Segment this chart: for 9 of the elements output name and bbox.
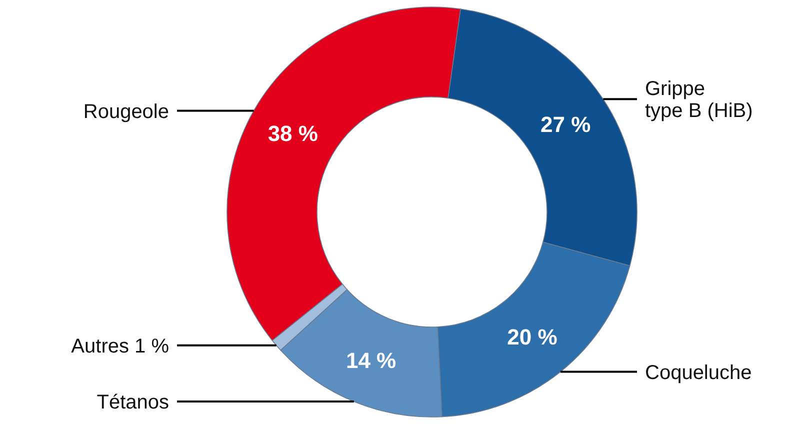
data-label: 20 % xyxy=(507,324,558,350)
slice-label: Coqueluche xyxy=(645,362,752,384)
slice-label: Rougeole xyxy=(83,100,169,123)
data-label: 38 % xyxy=(268,120,318,146)
slice-label: Tétanos xyxy=(96,392,169,414)
data-label: 14 % xyxy=(346,348,396,373)
data-label: 27 % xyxy=(540,112,591,137)
slice-label: Grippe type B (HiB) xyxy=(645,78,753,122)
slice-label: Autres 1 % xyxy=(71,335,170,358)
